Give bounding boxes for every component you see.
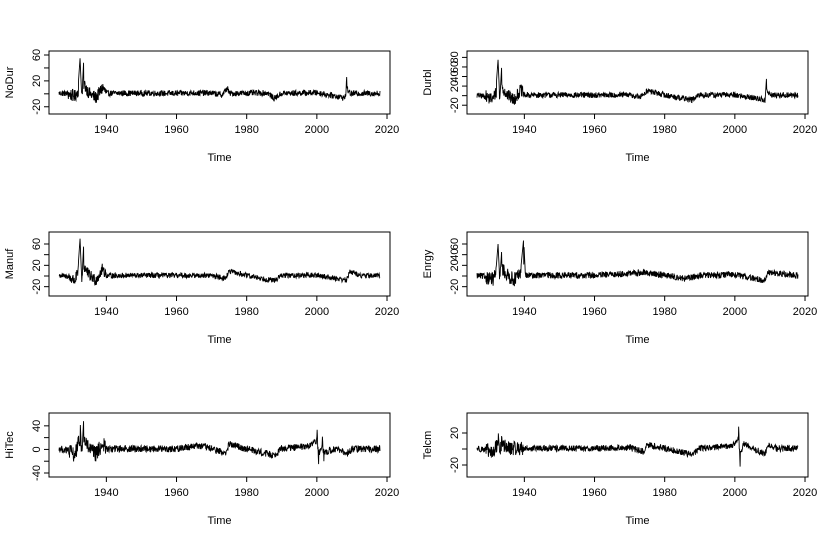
x-tick-label: 2000 (305, 306, 329, 318)
y-tick-label: 0 (31, 446, 43, 452)
x-tick-label: 2000 (723, 306, 747, 318)
y-tick-label: 20 (449, 259, 461, 271)
y-tick-label: 60 (449, 61, 461, 73)
x-tick-label: 1980 (652, 306, 676, 318)
x-axis-title: Time (625, 515, 649, 527)
y-tick-label: 60 (31, 49, 43, 61)
x-axis-title: Time (207, 515, 231, 527)
y-axis-title: Enrgy (422, 249, 434, 278)
x-tick-label: 2020 (375, 124, 399, 136)
y-tick-label: -40 (31, 465, 43, 481)
y-tick-label: -20 (31, 99, 43, 115)
y-tick-label: 40 (31, 420, 43, 432)
x-tick-label: 1980 (652, 487, 676, 499)
x-tick-label: 1940 (512, 124, 536, 136)
x-tick-label: 1960 (164, 487, 188, 499)
x-tick-label: 1940 (94, 124, 118, 136)
y-tick-label: 20 (31, 75, 43, 87)
x-tick-label: 1960 (582, 124, 606, 136)
y-tick-label: 20 (449, 80, 461, 92)
x-tick-label: 1940 (512, 487, 536, 499)
x-tick-label: 2000 (305, 124, 329, 136)
x-tick-label: 1960 (582, 487, 606, 499)
y-tick-label: -20 (449, 97, 461, 113)
plot-frame (48, 412, 391, 478)
series-line-telcm (476, 426, 799, 467)
y-tick-label: 20 (449, 427, 461, 439)
y-axis-title: NoDur (4, 66, 16, 98)
x-tick-label: 2000 (723, 124, 747, 136)
x-tick-label: 2020 (793, 487, 817, 499)
x-tick-label: 2000 (305, 487, 329, 499)
x-axis-title: Time (207, 152, 231, 164)
x-axis-title: Time (207, 334, 231, 346)
x-tick-label: 1940 (94, 306, 118, 318)
x-axis-title: Time (625, 152, 649, 164)
series-line-durbl (476, 59, 799, 105)
plot-frame (466, 50, 809, 115)
x-tick-label: 1980 (234, 306, 258, 318)
x-tick-label: 2020 (375, 487, 399, 499)
panels-group: 1940 1960 1980 2000 2020-202060TimeNoDur1940… (4, 49, 817, 527)
series-line-nodur (58, 58, 381, 104)
x-tick-label: 2020 (375, 306, 399, 318)
series-line-manuf (58, 238, 381, 287)
x-tick-label: 1980 (652, 124, 676, 136)
series-line-hitec (58, 421, 381, 465)
x-tick-label: 1940 (512, 306, 536, 318)
series-line-enrgy (476, 240, 799, 287)
y-tick-label: 60 (31, 238, 43, 250)
y-tick-label: 80 (449, 51, 461, 63)
y-axis-title: Manuf (4, 248, 16, 280)
x-tick-label: 1940 (94, 487, 118, 499)
y-tick-label: 60 (449, 238, 461, 250)
y-tick-label: -20 (449, 457, 461, 473)
x-tick-label: 2000 (723, 487, 747, 499)
panel-nodur: 1940 1960 1980 2000 2020 -20 20 60 Time NoDur (4, 49, 399, 164)
x-tick-label: 1960 (164, 306, 188, 318)
panel-hitec: 1940 1960 1980 2000 2020 -40 0 40 Time HiTec (4, 412, 399, 527)
y-axis-title: HiTec (4, 431, 16, 459)
y-tick-label: 40 (449, 249, 461, 261)
x-axis-title: Time (625, 334, 649, 346)
x-tick-label: 2020 (793, 306, 817, 318)
y-tick-label: 40 (449, 70, 461, 82)
y-axis-title: Durbl (422, 69, 434, 95)
y-tick-label: -20 (449, 279, 461, 295)
panel-telcm: 1940 1960 1980 2000 2020 -20 20 Time Telcm (422, 412, 817, 527)
x-tick-label: 1960 (582, 306, 606, 318)
x-tick-label: 1960 (164, 124, 188, 136)
x-tick-label: 1980 (234, 124, 258, 136)
y-tick-label: -20 (31, 279, 43, 295)
plot-frame (48, 50, 391, 115)
panel-manuf: 1940 1960 1980 2000 2020 -20 20 60 Time Manuf (4, 231, 399, 346)
y-tick-label: 20 (31, 259, 43, 271)
plot-frame (466, 231, 809, 297)
plot-frame (48, 231, 391, 297)
plot-frame (466, 412, 809, 478)
x-tick-label: 2020 (793, 124, 817, 136)
y-axis-title: Telcm (422, 431, 434, 460)
x-tick-label: 1980 (234, 487, 258, 499)
